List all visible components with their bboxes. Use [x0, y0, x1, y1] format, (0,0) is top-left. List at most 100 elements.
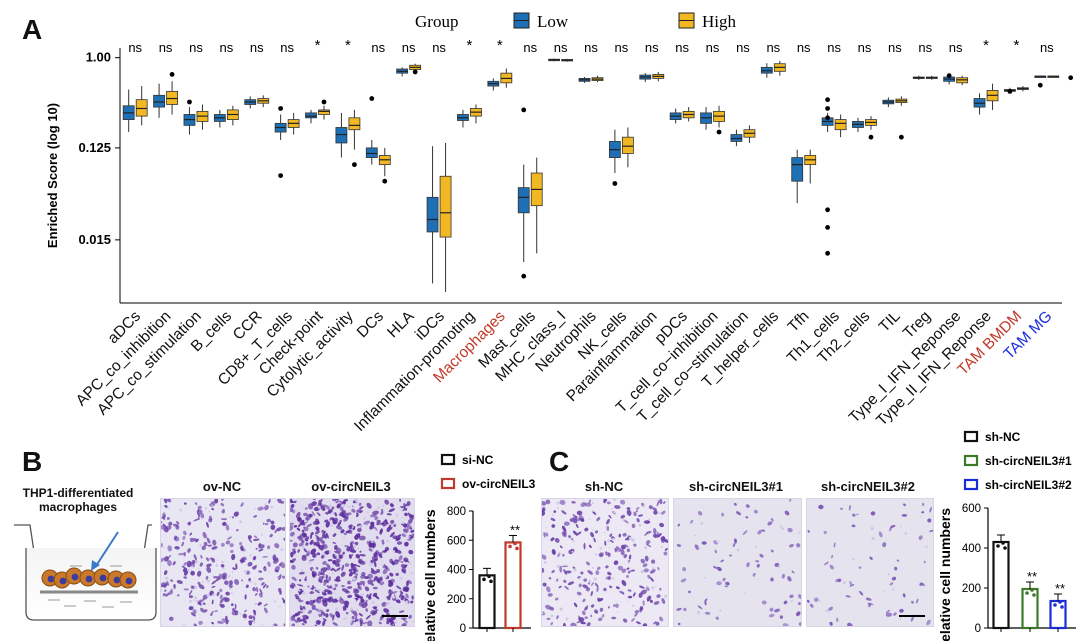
- stained-cell: [697, 605, 703, 610]
- stained-cell: [259, 588, 263, 595]
- membrane-pore: [578, 577, 581, 580]
- stained-cell: [322, 612, 326, 617]
- category-label-hla: HLA: [384, 307, 418, 341]
- membrane-pore: [900, 525, 902, 528]
- membrane-pore: [299, 616, 304, 620]
- membrane-pore: [345, 549, 347, 551]
- stained-cell: [395, 598, 401, 604]
- stained-cell: [606, 525, 610, 531]
- stained-cell: [890, 524, 896, 528]
- stained-cell: [228, 583, 233, 589]
- significance-label: ns: [280, 40, 294, 55]
- membrane-pore: [627, 561, 630, 564]
- stained-cell: [314, 589, 320, 594]
- stained-cell: [403, 618, 408, 624]
- stained-cell: [633, 543, 637, 547]
- membrane-pore: [409, 535, 411, 538]
- stained-cell: [634, 610, 640, 614]
- stained-cell: [659, 499, 663, 505]
- stained-cell: [310, 548, 317, 555]
- membrane-pore: [318, 607, 322, 611]
- stained-cell: [759, 553, 764, 558]
- stained-cell: [279, 590, 282, 595]
- stained-cell: [797, 594, 801, 600]
- stained-cell: [364, 586, 370, 592]
- stained-cell: [187, 548, 191, 553]
- stained-cell: [564, 585, 569, 590]
- stained-cell: [391, 590, 398, 595]
- membrane-pore: [395, 620, 397, 623]
- membrane-pore: [736, 548, 740, 552]
- stained-cell: [590, 614, 593, 618]
- stained-cell: [546, 617, 551, 621]
- membrane-pore: [392, 623, 394, 625]
- stained-cell: [401, 568, 407, 573]
- significance-label: ns: [1040, 40, 1054, 55]
- stained-cell: [732, 542, 736, 547]
- stained-cell: [297, 549, 300, 553]
- category-label-til: TIL: [876, 308, 904, 336]
- stained-cell: [385, 521, 389, 525]
- stained-cell: [373, 606, 378, 609]
- membrane-pore: [179, 508, 182, 512]
- outlier-point: [187, 99, 192, 105]
- stained-cell: [384, 499, 390, 505]
- stained-cell: [580, 502, 587, 507]
- legend-label-sh-circneil3-2: sh-circNEIL3#2: [985, 478, 1072, 492]
- stained-cell: [631, 523, 636, 528]
- stained-cell: [619, 499, 626, 505]
- y-tick-label: 0: [975, 623, 981, 635]
- membrane-pore: [716, 540, 719, 544]
- significance-label: ns: [523, 40, 537, 55]
- stained-cell: [404, 564, 408, 568]
- stained-cell: [299, 605, 303, 611]
- stained-cell: [348, 554, 352, 559]
- membrane-pore: [613, 511, 616, 514]
- stained-cell: [347, 594, 353, 599]
- stained-cell: [614, 505, 621, 509]
- bar-group-sh-circneil3-2: ** sh-circNEIL3#2: [963, 478, 1072, 632]
- stained-cell: [410, 533, 414, 538]
- stained-cell: [676, 607, 682, 611]
- stained-cell: [370, 559, 374, 564]
- macrophage-nucleus: [125, 577, 133, 585]
- stained-cell: [163, 527, 169, 533]
- stained-cell: [208, 518, 213, 523]
- membrane-pore: [165, 592, 168, 595]
- stained-cell: [410, 600, 414, 604]
- outlier-point: [825, 250, 830, 256]
- legend-label-low: Low: [537, 12, 569, 31]
- stained-cell: [399, 610, 405, 613]
- outlier-point: [352, 162, 357, 168]
- stained-cell: [161, 557, 165, 563]
- stained-cell: [306, 523, 312, 528]
- stained-cell: [885, 612, 893, 617]
- stained-cell: [345, 611, 349, 615]
- stained-cell: [663, 538, 668, 543]
- box-high: [166, 90, 178, 105]
- membrane-pore: [334, 554, 337, 556]
- stained-cell: [774, 562, 780, 567]
- stained-cell: [767, 521, 773, 526]
- stained-cell: [301, 617, 307, 624]
- membrane-pore: [301, 545, 305, 549]
- membrane-pore: [925, 545, 928, 548]
- stained-cell: [649, 577, 654, 582]
- membrane-pore: [230, 592, 233, 595]
- stained-cell: [312, 499, 316, 501]
- stained-cell: [383, 563, 388, 570]
- stained-cell: [407, 512, 413, 519]
- stained-cell: [344, 563, 350, 567]
- y-axis-label: Relative cell numbers: [422, 509, 438, 641]
- stained-cell: [188, 606, 194, 611]
- stained-cell: [360, 598, 365, 603]
- stained-cell: [683, 607, 687, 612]
- stained-cell: [663, 501, 666, 504]
- membrane-pore: [404, 532, 407, 535]
- box-group-dcs: ns DCs: [354, 40, 391, 341]
- stained-cell: [348, 572, 353, 577]
- stained-cell: [604, 551, 608, 554]
